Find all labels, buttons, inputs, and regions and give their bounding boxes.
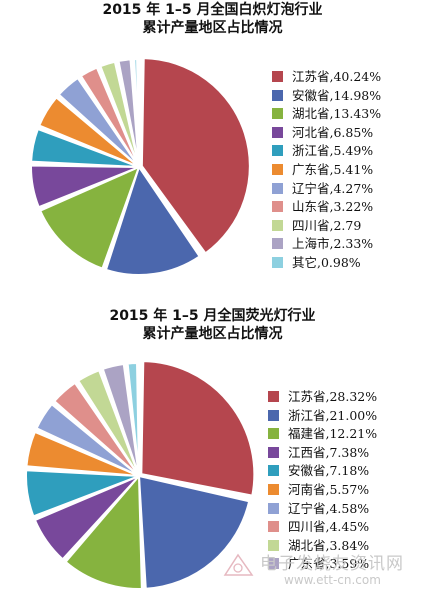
pie-slice-11 xyxy=(126,361,140,477)
legend-label: 广东省,5.41% xyxy=(292,162,374,177)
pie-slice-3 xyxy=(64,473,143,590)
legend-label: 江苏省,40.24% xyxy=(292,69,382,84)
legend-swatch xyxy=(272,126,283,138)
legend-swatch xyxy=(268,502,279,514)
legend-swatch xyxy=(268,428,279,440)
legend-swatch xyxy=(272,257,283,268)
legend-label: 安徽省,14.98% xyxy=(292,87,382,103)
pie-plot xyxy=(30,57,251,276)
pie-slice-5 xyxy=(25,469,140,518)
legend-swatch xyxy=(268,521,279,533)
pie-slice-9 xyxy=(76,369,140,477)
chart-subtitle: 累计产量地区占比情况 xyxy=(142,326,283,342)
pie-slice-6 xyxy=(25,430,140,477)
legend-label: 河北省,6.85% xyxy=(292,124,374,140)
legend-label: 广东省,3.59% xyxy=(288,556,370,572)
pie-slice-4 xyxy=(33,475,140,561)
pie-chart-incandescent: 2015 年 1–5 月全国白炽灯泡行业 累计产量地区占比情况 江苏省,40.2… xyxy=(0,0,425,300)
pie-slice-6 xyxy=(37,96,140,168)
legend-label: 福建省,12.21% xyxy=(288,426,378,442)
legend-label: 江西省,7.38% xyxy=(288,444,370,460)
legend-swatch xyxy=(272,71,283,82)
pie-slice-1 xyxy=(140,360,256,497)
pie-slice-8 xyxy=(79,66,140,168)
legend-swatch xyxy=(268,484,279,495)
legend-label: 浙江省,21.00% xyxy=(288,407,378,423)
pie-slice-1 xyxy=(140,57,251,255)
watermark-title: 电子发烧友资讯网 xyxy=(260,554,404,574)
chart-title: 2015 年 1–5 月全国荧光灯行业 xyxy=(109,308,316,324)
legend-label: 安徽省,7.18% xyxy=(288,463,370,479)
pie-slice-8 xyxy=(52,381,140,477)
pie-slice-2 xyxy=(137,474,251,590)
legend-swatch xyxy=(272,219,283,231)
legend-swatch xyxy=(268,446,279,458)
pie-slice-10 xyxy=(117,58,140,168)
pie-slice-11 xyxy=(133,57,140,168)
legend-label: 辽宁省,4.58% xyxy=(288,500,370,516)
chart-title: 2015 年 1–5 月全国白炽灯泡行业 xyxy=(102,2,323,18)
pie-slice-2 xyxy=(104,164,201,276)
legend-swatch xyxy=(268,391,279,402)
legend-swatch xyxy=(272,182,283,194)
pie-slice-4 xyxy=(30,164,140,209)
legend-label: 其它,0.98% xyxy=(292,255,361,270)
pie-slice-9 xyxy=(99,60,140,168)
legend-label: 江苏省,28.32% xyxy=(288,389,378,404)
legend-swatch xyxy=(268,409,279,421)
legend-swatch xyxy=(268,539,279,551)
legend-label: 四川省,4.45% xyxy=(288,519,370,535)
legend-swatch xyxy=(268,465,279,477)
legend-label: 四川省,2.79 xyxy=(292,217,362,233)
chart-subtitle: 累计产量地区占比情况 xyxy=(142,20,283,36)
legend-swatch xyxy=(268,558,279,570)
watermark-url: www.ett-cn.com xyxy=(284,573,381,587)
legend-label: 辽宁省,4.27% xyxy=(292,180,374,196)
legend-label: 湖北省,3.84% xyxy=(288,537,370,553)
legend-swatch xyxy=(272,108,283,120)
watermark: 电子发烧友资讯网 www.ett-cn.com xyxy=(222,543,422,599)
legend-label: 上海市,2.33% xyxy=(292,236,374,252)
pie-plot xyxy=(25,360,256,590)
legend-swatch xyxy=(272,238,283,250)
pie-slice-10 xyxy=(101,362,140,477)
pie-slice-3 xyxy=(38,165,141,270)
pie-slice-7 xyxy=(57,76,140,168)
legend-label: 山东省,3.22% xyxy=(292,199,374,215)
legend-swatch xyxy=(272,145,283,157)
pie-slice-7 xyxy=(35,402,140,477)
legend-swatch xyxy=(272,164,283,175)
legend-swatch xyxy=(272,201,283,213)
pie-chart-fluorescent: 2015 年 1–5 月全国荧光灯行业 累计产量地区占比情况 江苏省,28.32… xyxy=(0,300,425,602)
legend-label: 河南省,5.57% xyxy=(288,482,370,497)
legend-label: 湖北省,13.43% xyxy=(292,106,382,122)
legend-label: 浙江省,5.49% xyxy=(292,143,374,159)
pie-slice-5 xyxy=(30,127,140,168)
watermark-logo-icon xyxy=(223,553,254,576)
legend-swatch xyxy=(272,89,283,101)
